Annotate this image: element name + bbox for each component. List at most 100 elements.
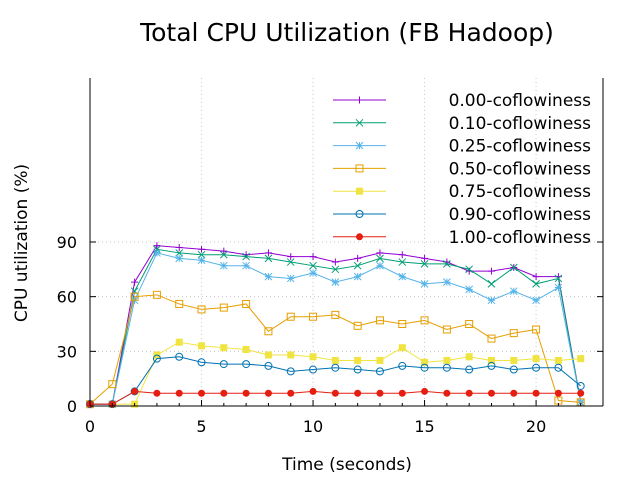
data-point bbox=[353, 272, 362, 281]
data-point bbox=[131, 278, 139, 286]
data-point bbox=[309, 353, 317, 361]
data-point bbox=[130, 292, 139, 301]
data-point bbox=[287, 351, 295, 359]
series-line bbox=[90, 356, 582, 405]
data-point bbox=[465, 389, 473, 397]
data-point bbox=[376, 261, 384, 270]
data-point bbox=[443, 278, 451, 286]
data-point bbox=[420, 316, 429, 325]
data-point bbox=[375, 316, 384, 325]
data-point bbox=[331, 356, 339, 364]
data-point bbox=[242, 346, 250, 354]
legend-label: 0.25-coflowiness bbox=[449, 137, 592, 157]
data-point bbox=[465, 365, 474, 374]
data-point bbox=[220, 389, 228, 397]
data-point bbox=[331, 363, 340, 372]
legend-marker bbox=[356, 187, 363, 195]
data-point bbox=[554, 283, 563, 292]
data-point bbox=[242, 252, 250, 261]
data-point bbox=[152, 354, 161, 363]
data-point bbox=[175, 352, 184, 361]
data-point bbox=[309, 261, 317, 270]
data-point bbox=[421, 254, 429, 262]
y-tick-label: 30 bbox=[57, 342, 77, 361]
data-point bbox=[554, 389, 562, 397]
data-point bbox=[421, 387, 429, 395]
legend-entry: 0.90-coflowiness bbox=[333, 205, 591, 225]
data-point bbox=[264, 249, 272, 257]
data-point bbox=[309, 253, 317, 261]
data-point bbox=[443, 356, 451, 364]
data-point bbox=[264, 351, 272, 359]
legend-marker bbox=[355, 141, 364, 150]
x-tick-label: 0 bbox=[85, 417, 95, 436]
data-point bbox=[175, 299, 184, 308]
data-point bbox=[153, 245, 161, 254]
legend-label: 0.50-coflowiness bbox=[449, 159, 592, 179]
legend: 0.00-coflowiness 0.10-coflowiness 0.25-cof… bbox=[333, 91, 591, 248]
data-point bbox=[331, 389, 339, 397]
data-point bbox=[220, 247, 228, 255]
data-point bbox=[420, 363, 429, 372]
data-point bbox=[264, 389, 272, 397]
data-point bbox=[175, 389, 183, 397]
data-point bbox=[286, 312, 295, 321]
data-point bbox=[264, 254, 273, 263]
legend-label: 1.00-coflowiness bbox=[449, 228, 592, 248]
axes: 0 30 60 90 0 5 10 15 20 bbox=[57, 78, 604, 436]
data-point bbox=[175, 249, 184, 257]
data-point bbox=[175, 243, 183, 251]
legend-entry: 0.50-coflowiness bbox=[333, 159, 591, 179]
data-point bbox=[175, 338, 183, 346]
data-point bbox=[219, 360, 228, 369]
grid-lines bbox=[90, 78, 603, 406]
data-point bbox=[442, 363, 451, 372]
y-tick-label: 60 bbox=[57, 288, 77, 307]
data-point bbox=[398, 272, 407, 281]
data-point bbox=[197, 305, 206, 314]
data-point bbox=[153, 389, 161, 397]
data-point bbox=[309, 312, 318, 321]
series-0.25-coflowiness bbox=[86, 249, 585, 409]
data-point bbox=[509, 365, 518, 374]
data-point bbox=[376, 389, 384, 397]
x-axis-label: Time (seconds) bbox=[281, 455, 412, 475]
data-point bbox=[398, 320, 407, 328]
data-point bbox=[398, 389, 406, 397]
data-point bbox=[532, 296, 540, 305]
data-point bbox=[509, 287, 518, 296]
series-0.10-coflowiness bbox=[86, 245, 585, 409]
data-point bbox=[331, 258, 339, 266]
legend-label: 0.10-coflowiness bbox=[449, 114, 592, 134]
data-point bbox=[421, 358, 429, 366]
data-point bbox=[219, 261, 228, 270]
data-point bbox=[376, 356, 384, 364]
data-point bbox=[577, 355, 585, 363]
data-point bbox=[198, 389, 206, 397]
data-point bbox=[398, 344, 406, 352]
data-point bbox=[309, 269, 317, 277]
data-point bbox=[152, 290, 161, 299]
data-point bbox=[309, 387, 317, 395]
data-point bbox=[532, 273, 540, 281]
data-point bbox=[353, 261, 362, 270]
data-point bbox=[131, 387, 139, 395]
data-point bbox=[287, 253, 295, 261]
data-point bbox=[532, 280, 540, 288]
data-point bbox=[532, 363, 541, 372]
legend-marker bbox=[355, 164, 364, 173]
data-point bbox=[487, 296, 496, 305]
legend-marker bbox=[355, 118, 364, 127]
series-line bbox=[89, 294, 581, 405]
data-point bbox=[197, 256, 206, 265]
data-point bbox=[354, 254, 362, 262]
data-point bbox=[487, 361, 496, 370]
data-point bbox=[264, 361, 273, 370]
series-0.50-coflowiness bbox=[86, 290, 585, 409]
data-point bbox=[376, 254, 384, 263]
data-point bbox=[576, 381, 585, 390]
data-point bbox=[353, 321, 362, 330]
data-point bbox=[220, 344, 228, 352]
series-0.00-coflowiness bbox=[86, 242, 585, 408]
